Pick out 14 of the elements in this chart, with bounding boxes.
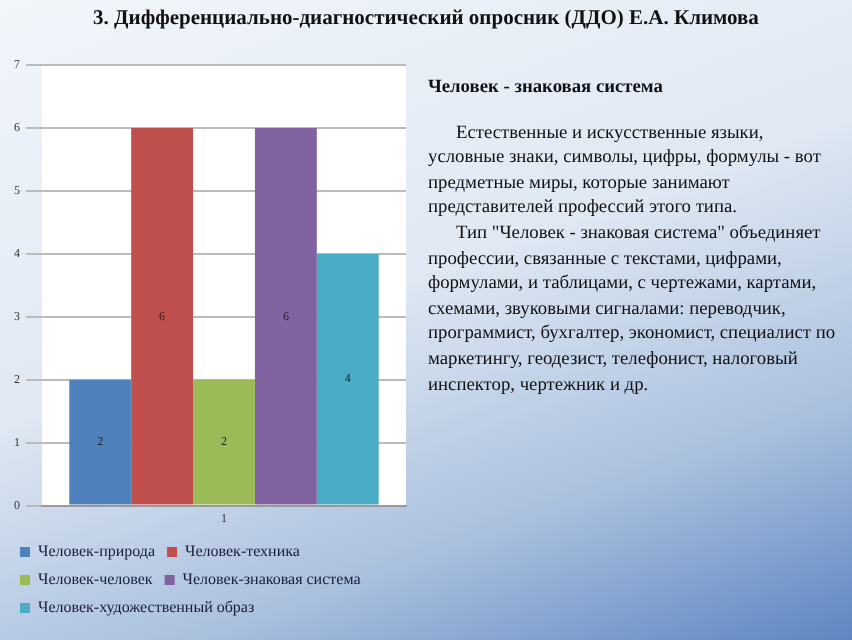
legend-label: Человек-художественный образ: [38, 598, 255, 617]
bar: [131, 128, 194, 505]
legend-label: Человек-знаковая система: [182, 570, 362, 589]
bar: [316, 253, 379, 505]
bar: [69, 379, 132, 505]
bar: [193, 379, 255, 505]
legend-label: Человек-техника: [185, 542, 301, 561]
text: Тип "Человек - знаковая система" объединяет профессии, связанные с текстами, цифрами, формулами, и таблицами, с чертежами, картами, схемами, звуковыми сигналами: переводчик, программист, бухгалтер, экономист, специалист по маркетингу, геодезист, телефонист, налоговый инспектор, чертежник и др.: [428, 221, 838, 399]
text: Естественные и искусственные языки, условные знаки, символы, цифры, формулы - вот предметные миры, которые занимают представителей профессий этого типа.: [428, 121, 823, 222]
text: Человек - знаковая система: [428, 76, 665, 102]
bar: [254, 128, 317, 505]
legend-label: Человек-человек: [38, 570, 153, 589]
chart-title: 3. Дифференциально-диагностический опросник (ДДО) Е.А. Климова: [91, 8, 761, 30]
legend-label: Человек-природа: [38, 542, 156, 561]
